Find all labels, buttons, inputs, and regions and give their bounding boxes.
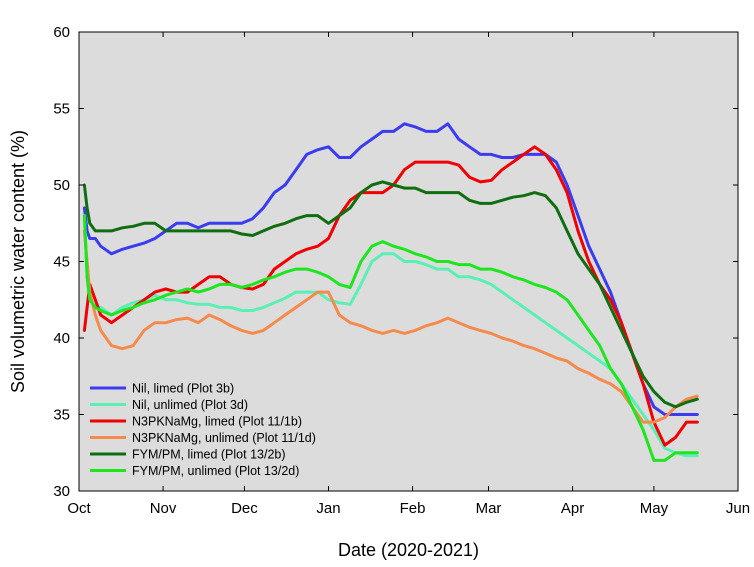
x-tick-label: May [640,500,669,517]
y-tick-label: 55 [53,101,70,118]
legend-label: N3PKNaMg, unlimed (Plot 11/1d) [132,431,316,445]
x-tick-label: Nov [150,500,177,517]
x-tick-label: Jun [726,500,750,517]
series-line-4 [82,229,699,424]
legend-label: FYM/PM, unlimed (Plot 13/2d) [132,464,299,478]
x-axis: Oct Nov Dec Jan Feb Mar Apr May Jun [67,32,750,517]
series-line-5 [82,180,699,409]
y-tick-label: 50 [53,177,70,194]
series-line-3 [82,145,699,447]
y-tick-label: 40 [53,330,70,347]
x-tick-label: Mar [476,500,502,517]
series-line-6 [82,214,699,462]
x-tick-label: Jan [316,500,340,517]
y-tick-label: 45 [53,254,70,271]
y-tick-label: 60 [53,24,70,41]
series-line-2 [82,214,699,458]
x-tick-label: Oct [67,500,91,517]
x-tick-label: Apr [561,500,584,517]
series-layer [82,122,699,462]
x-tick-label: Dec [231,500,258,517]
y-tick-label: 35 [53,407,70,424]
x-axis-title: Date (2020-2021) [338,540,479,560]
x-tick-label: Feb [400,500,426,517]
legend-label: Nil, unlimed (Plot 3d) [132,398,248,412]
y-axis: 30 35 40 45 50 55 60 [53,24,738,500]
y-tick-label: 30 [53,483,70,500]
legend-label: FYM/PM, limed (Plot 13/2b) [132,448,286,462]
y-axis-title: Soil volumetric water content (%) [8,130,28,393]
legend-label: N3PKNaMg, limed (Plot 11/1b) [132,415,302,429]
series-line-1 [82,122,699,416]
legend: Nil, limed (Plot 3b) Nil, unlimed (Plot 3… [90,382,316,478]
legend-label: Nil, limed (Plot 3b) [132,382,234,396]
